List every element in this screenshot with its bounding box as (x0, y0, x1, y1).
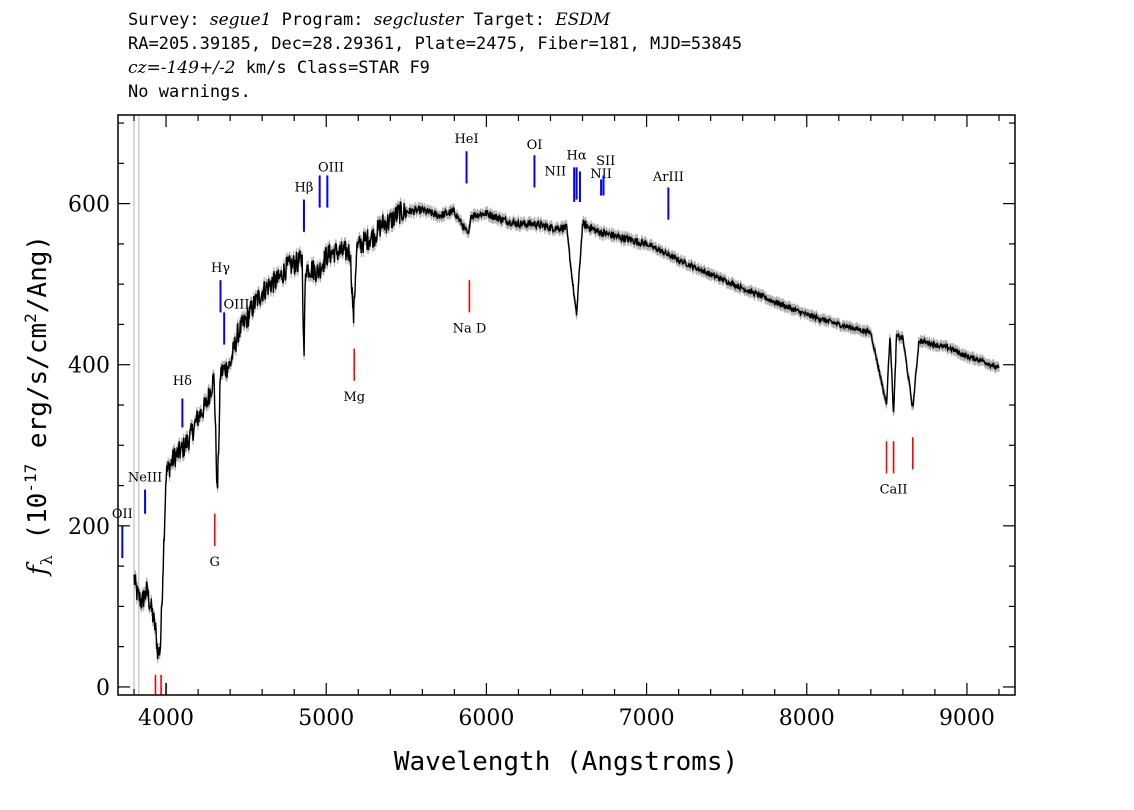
emission-line-label-2: Hδ (173, 374, 192, 389)
emission-line-label-3: Hγ (211, 261, 230, 276)
emission-line-label-4: OIII (223, 297, 249, 312)
emission-line-label-1: NeIII (128, 471, 162, 486)
header-line-warnings: No warnings. (128, 82, 251, 102)
y-axis-title: fλ (10-17 erg/s/cm2/Ang) (21, 235, 56, 577)
absorption-line-label-6: CaII (880, 483, 908, 498)
absorption-line-label-3: G (210, 555, 220, 570)
x-tick-label: 8000 (779, 706, 835, 731)
spectrum-series (133, 201, 1000, 660)
program-value: segcluster (373, 10, 464, 30)
emission-line-label-5: Hβ (295, 181, 314, 196)
y-tick-label: 600 (68, 193, 110, 218)
spectrum-line (133, 201, 1000, 660)
survey-value: segue1 (209, 10, 272, 30)
emission-line-label-10: NII (544, 164, 566, 179)
emission-line-label-0: OII (112, 507, 133, 522)
x-tick-label: 7000 (619, 706, 675, 731)
target-value: ESDM (555, 10, 611, 30)
x-axis-ticks: 4000 5000 6000 7000 8000 9000 (133, 115, 1000, 731)
header-line-coordinates: RA=205.39185, Dec=28.29361, Plate=2475, … (128, 34, 743, 54)
absorption-line-label-4: Mg (343, 390, 365, 405)
emission-line-label-15: ArIII (652, 170, 684, 185)
emission-line-label-14: SII (596, 154, 615, 169)
y-tick-label: 0 (96, 676, 110, 701)
x-axis-title: Wavelength (Angstroms) (394, 747, 738, 777)
header-line-survey: Survey: segue1 Program: segcluster Targe… (128, 10, 611, 30)
vertical-marker-lines (133, 115, 140, 695)
cz-value: cz=-149+/-2 (128, 58, 236, 78)
emission-line-label-8: HeI (454, 132, 478, 147)
plot-frame (117, 114, 1016, 696)
y-tick-label: 400 (68, 354, 110, 379)
header-line-redshift: cz=-149+/-2 km/s Class=STAR F9 (128, 58, 430, 78)
emission-line-label-11: Hα (567, 148, 587, 163)
absorption-line-label-5: Na D (453, 322, 487, 337)
error-band-area (133, 197, 1000, 664)
error-band (133, 197, 1000, 664)
y-axis-ticks: 0 200 400 600 (68, 122, 1015, 701)
emission-line-label-13: NII (590, 167, 612, 182)
emission-line-label-9: OI (527, 138, 543, 153)
x-tick-label: 4000 (138, 706, 194, 731)
y-tick-label: 200 (68, 515, 110, 540)
x-tick-label: 6000 (458, 706, 514, 731)
x-tick-label: 9000 (939, 706, 995, 731)
x-tick-label: 5000 (298, 706, 354, 731)
spectrum-header: Survey: segue1 Program: segcluster Targe… (128, 8, 742, 104)
emission-line-label-6: OIII (318, 160, 344, 175)
